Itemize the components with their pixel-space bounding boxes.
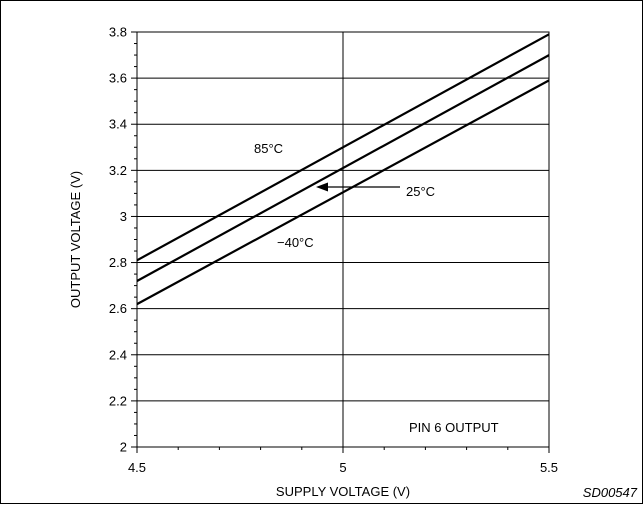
y-tick-label: 2.4 — [109, 347, 127, 362]
x-tick-label: 4.5 — [128, 460, 146, 475]
label-layer: 2 2.2 2.4 2.6 2.8 3 3.2 3.4 3.6 3.8 4.5 5 5.5 — [109, 25, 558, 476]
y-tick-label: 3.2 — [109, 163, 127, 178]
condition-label: PIN 6 OUTPUT — [409, 420, 499, 435]
series-label-minus40c: −40°C — [277, 235, 314, 250]
y-tick-label: 2.8 — [109, 255, 127, 270]
y-tick-label: 3.4 — [109, 117, 127, 132]
series-line-85c — [136, 33, 550, 262]
grid-layer — [137, 32, 549, 447]
series-25c-pointer-arrowhead — [316, 182, 328, 192]
y-tick-label: 3 — [120, 209, 127, 224]
series-label-25c: 25°C — [406, 184, 435, 199]
y-tick-label: 2.2 — [109, 393, 127, 408]
series-line-25c — [136, 54, 550, 282]
y-tick-label: 2.6 — [109, 301, 127, 316]
series-label-85c: 85°C — [254, 141, 283, 156]
x-axis-title: SUPPLY VOLTAGE (V) — [276, 484, 410, 499]
x-tick-label: 5 — [339, 460, 346, 475]
y-tick-label: 2 — [120, 440, 127, 455]
series-layer — [136, 33, 550, 306]
series-line-minus40c — [136, 79, 550, 306]
x-tick-label: 5.5 — [540, 460, 558, 475]
y-tick-label: 3.6 — [109, 71, 127, 86]
y-tick-label: 3.8 — [109, 25, 127, 40]
plot-area-frame — [136, 31, 550, 448]
y-axis-title: OUTPUT VOLTAGE (V) — [68, 171, 83, 308]
figure-code: SD00547 — [583, 485, 638, 500]
